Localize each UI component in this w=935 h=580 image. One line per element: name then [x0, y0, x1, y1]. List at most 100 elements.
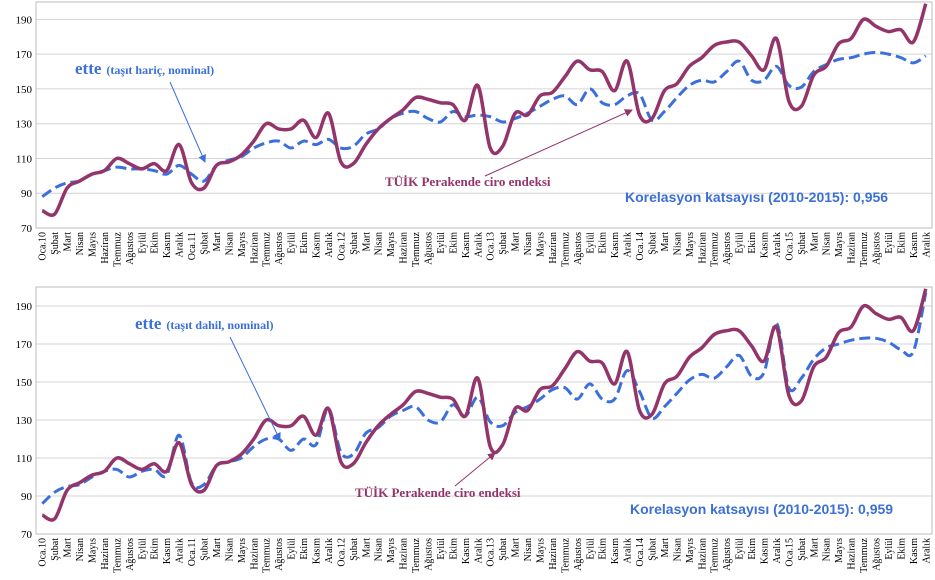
arrow [169, 81, 206, 163]
x-tick-label: Mayıs [834, 232, 845, 257]
x-tick-label: Mart [511, 232, 522, 252]
y-tick-label: 190 [16, 301, 33, 313]
y-tick-label: 150 [16, 377, 33, 389]
x-tick-label: Temmuz [112, 537, 123, 572]
x-tick-label: Ağustos [125, 538, 136, 571]
x-tick-label: Ağustos [274, 538, 285, 571]
x-tick-label: Oca.14 [635, 232, 646, 261]
y-tick-label: 130 [16, 119, 33, 131]
x-tick-label: Haziran [847, 232, 858, 264]
x-tick-label: Temmuz [411, 537, 422, 572]
x-tick-label: Oca.15 [784, 538, 795, 567]
x-tick-label: Temmuz [411, 231, 422, 266]
x-tick-label: Oca.13 [486, 232, 497, 261]
x-tick-label: Eylül [287, 538, 298, 560]
x-tick-label: Haziran [100, 232, 111, 264]
x-tick-label: Ekim [299, 538, 310, 560]
x-tick-label: Ağustos [872, 232, 883, 265]
series-label: TÜİK Perakende ciro endeksi [385, 174, 551, 189]
x-tick-label: Kasım [610, 232, 621, 258]
y-tick-label: 70 [21, 529, 33, 541]
x-tick-label: Eylül [884, 538, 895, 560]
x-tick-label: Oca.12 [336, 232, 347, 261]
x-tick-label: Haziran [697, 232, 708, 264]
x-tick-label: Eylül [884, 232, 895, 254]
x-tick-label: Aralık [324, 538, 335, 564]
x-tick-label: Haziran [548, 538, 559, 570]
x-tick-label: Ekim [448, 538, 459, 560]
x-tick-label: Şubat [648, 538, 659, 561]
series-label: TÜİK Perakende ciro endeksi [355, 485, 521, 500]
series-line [41, 3, 928, 217]
x-tick-label: Mayıs [88, 232, 99, 257]
x-tick-label: Eylül [735, 232, 746, 254]
x-tick-label: Kasım [461, 538, 472, 564]
x-tick-label: Temmuz [859, 231, 870, 266]
series-line [41, 288, 928, 522]
x-tick-label: Mayıs [386, 538, 397, 563]
x-tick-label: Şubat [498, 538, 509, 561]
y-tick-label: 150 [16, 84, 33, 96]
x-tick-label: Kasım [312, 538, 323, 564]
x-tick-label: Oca.13 [486, 538, 497, 567]
x-tick-label: Mayıs [237, 232, 248, 257]
x-tick-label: Nisan [224, 538, 235, 561]
x-tick-label: Şubat [50, 538, 61, 561]
x-tick-label: Ekim [896, 232, 907, 254]
x-tick-label: Haziran [249, 538, 260, 570]
x-tick-label: Ekim [598, 232, 609, 254]
x-tick-label: Ağustos [722, 538, 733, 571]
x-tick-label: Mayıs [88, 538, 99, 563]
x-tick-label: Eylül [585, 538, 596, 560]
x-tick-label: Oca.11 [187, 538, 198, 566]
x-tick-label: Mart [511, 538, 522, 558]
x-tick-label: Kasım [909, 232, 920, 258]
x-tick-label: Şubat [797, 232, 808, 255]
x-tick-label: Temmuz [560, 537, 571, 572]
x-tick-label: Mart [63, 538, 74, 558]
x-tick-label: Nisan [672, 232, 683, 255]
arrow [484, 109, 633, 177]
x-tick-label: Haziran [548, 232, 559, 264]
y-tick-label: 110 [16, 153, 33, 165]
x-tick-label: Nisan [374, 538, 385, 561]
x-tick-label: Temmuz [560, 231, 571, 266]
x-tick-label: Ekim [150, 538, 161, 560]
x-tick-label: Şubat [349, 538, 360, 561]
x-tick-label: Aralık [623, 232, 634, 258]
series-note: (taşıt hariç, nominal) [106, 63, 214, 77]
x-tick-label: Aralık [772, 232, 783, 258]
y-tick-label: 70 [21, 223, 33, 235]
x-tick-label: Temmuz [262, 231, 273, 266]
x-tick-label: Temmuz [112, 231, 123, 266]
x-tick-label: Ağustos [722, 232, 733, 265]
x-tick-label: Nisan [374, 232, 385, 255]
series-name: ette [75, 59, 102, 78]
x-tick-label: Oca.14 [635, 538, 646, 567]
x-tick-label: Nisan [75, 538, 86, 561]
x-tick-label: Haziran [100, 538, 111, 570]
x-tick-label: Nisan [822, 538, 833, 561]
x-tick-label: Mart [63, 232, 74, 252]
y-tick-label: 90 [21, 491, 33, 503]
x-tick-label: Mart [660, 232, 671, 252]
x-tick-label: Aralık [921, 232, 932, 258]
x-tick-label: Ekim [448, 232, 459, 254]
x-tick-label: Mayıs [536, 232, 547, 257]
series-note: (taşıt dahil, nominal) [166, 318, 273, 332]
x-tick-label: Ağustos [424, 538, 435, 571]
x-tick-label: Ağustos [424, 232, 435, 265]
x-tick-label: Ağustos [872, 538, 883, 571]
x-tick-label: Oca.15 [784, 232, 795, 261]
x-tick-label: Ağustos [125, 232, 136, 265]
x-tick-label: Şubat [200, 232, 211, 255]
x-tick-label: Ekim [150, 232, 161, 254]
x-tick-label: Ekim [299, 232, 310, 254]
x-tick-label: Eylül [137, 232, 148, 254]
series-label: ette (taşıt hariç, nominal) [75, 59, 214, 78]
x-tick-label: Haziran [249, 232, 260, 264]
x-tick-label: Mart [361, 538, 372, 558]
x-tick-label: Mart [212, 538, 223, 558]
x-tick-label: Mayıs [536, 538, 547, 563]
